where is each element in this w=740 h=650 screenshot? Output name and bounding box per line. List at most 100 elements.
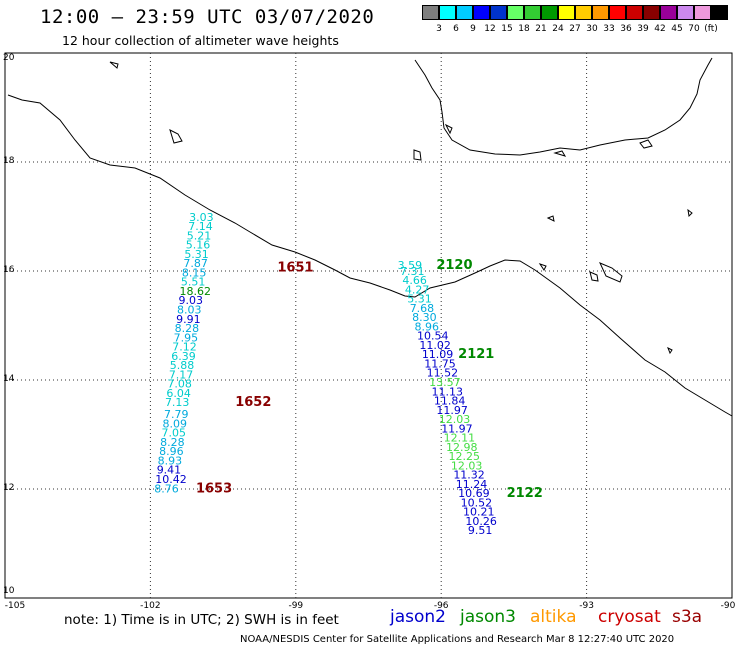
scale-swatch (541, 5, 558, 20)
scale-swatch (626, 5, 643, 20)
island (109, 61, 119, 69)
scale-swatch (456, 5, 473, 20)
wave-height-value: 8.30 (412, 311, 437, 324)
island (599, 262, 623, 283)
wave-height-value: 12.03 (451, 459, 483, 472)
wave-height-value: 10.21 (463, 506, 495, 519)
scale-label: 9 (470, 24, 476, 34)
wave-height-value: 7.95 (174, 331, 199, 344)
scale-label: 18 (518, 24, 530, 34)
scale-swatch (694, 5, 711, 20)
island (589, 271, 599, 282)
wave-height-value: 7.68 (410, 302, 435, 315)
scale-swatch (643, 5, 660, 20)
wave-height-value: 5.31 (407, 293, 432, 306)
island (538, 263, 547, 271)
wave-height-value: 8.28 (175, 322, 200, 335)
longitude-label: -93 (579, 601, 594, 611)
page-title: 12:00 – 23:59 UTC 03/07/2020 (40, 6, 375, 28)
wave-height-value: 4.27 (405, 283, 430, 296)
scale-label: (ft) (704, 24, 718, 34)
wave-height-value: 7.79 (164, 408, 189, 421)
map-frame (4, 52, 733, 599)
wave-height-value: 8.96 (415, 320, 440, 333)
pass-time-label: 2122 (507, 486, 543, 501)
latitude-label: 18 (3, 156, 15, 166)
legend-jason3: jason3 (460, 607, 516, 627)
wave-height-value: 13.57 (429, 376, 461, 389)
scale-swatch (575, 5, 592, 20)
scale-label: 42 (654, 24, 666, 34)
scale-label: 33 (603, 24, 615, 34)
scale-swatch (711, 5, 728, 20)
mexico-pacific-coast (7, 94, 733, 417)
wave-height-value: 3.59 (398, 259, 423, 272)
pass-time-label: 1653 (196, 481, 232, 496)
scale-label: 70 (688, 24, 700, 34)
scale-swatch (592, 5, 609, 20)
coastline (7, 57, 733, 417)
wave-height-value: 11.52 (427, 367, 459, 380)
wave-height-value: 3.03 (189, 211, 214, 224)
scale-label: 12 (484, 24, 496, 34)
wave-height-value: 10.69 (458, 487, 490, 500)
scale-label: 6 (453, 24, 459, 34)
wave-height-value: 11.97 (441, 422, 473, 435)
gulf-of-mexico-coast (414, 57, 713, 156)
scale-label: 36 (620, 24, 632, 34)
wave-height-value: 5.21 (187, 229, 212, 242)
wave-height-value: 8.76 (154, 482, 179, 495)
page-subtitle: 12 hour collection of altimeter wave hei… (62, 33, 339, 48)
wave-height-value: 12.98 (446, 441, 478, 454)
island (546, 215, 555, 222)
longitude-label: -102 (140, 601, 161, 611)
wave-height-value: 7.31 (400, 265, 425, 278)
scale-label: 15 (501, 24, 513, 34)
island (639, 139, 653, 149)
legend-s3a: s3a (672, 607, 703, 627)
island (444, 123, 453, 135)
wave-height-value: 5.16 (186, 239, 211, 252)
scale-swatch (660, 5, 677, 20)
wave-height-value: 6.04 (166, 387, 191, 400)
latitude-label: 10 (3, 586, 15, 596)
wave-height-value: 5.31 (184, 248, 209, 261)
wave-height-value: 18.62 (179, 285, 211, 298)
island (169, 129, 183, 144)
island (687, 208, 693, 218)
wave-height-value: 9.03 (179, 294, 204, 307)
wave-height-value: 11.32 (453, 469, 485, 482)
longitude-label: -105 (4, 601, 26, 611)
wave-height-value: 8.09 (163, 417, 188, 430)
scale-label: 3 (436, 24, 442, 34)
wave-height-value: 12.11 (444, 432, 476, 445)
wave-height-value: 11.02 (419, 339, 451, 352)
scale-swatch (439, 5, 456, 20)
wave-height-value: 12.25 (448, 450, 480, 463)
wave-height-value: 7.13 (165, 396, 190, 409)
wave-height-value: 7.05 (162, 427, 187, 440)
longitude-label: -90 (720, 601, 736, 611)
wave-height-value: 11.24 (456, 478, 488, 491)
credit-text: NOAA/NESDIS Center for Satellite Applica… (240, 634, 675, 645)
scale-swatch (609, 5, 626, 20)
wave-height-value: 9.41 (157, 464, 182, 477)
latitude-label: 20 (3, 53, 15, 63)
latitude-label: 14 (3, 374, 15, 384)
wave-height-value: 5.88 (170, 359, 195, 372)
scale-swatch (524, 5, 541, 20)
wave-height-value: 10.52 (461, 496, 493, 509)
latitude-label: 16 (3, 265, 15, 275)
scale-swatch (507, 5, 524, 20)
wave-height-value: 10.42 (155, 473, 187, 486)
wave-height-value: 11.13 (432, 385, 464, 398)
pass-time-label: 2120 (436, 258, 472, 273)
wave-height-value: 9.51 (468, 524, 493, 537)
wave-height-value: 12.03 (439, 413, 471, 426)
legend-altika: altika (530, 607, 577, 627)
scale-label: 45 (671, 24, 683, 34)
scale-swatch (677, 5, 694, 20)
island (413, 149, 422, 161)
scale-swatch (558, 5, 575, 20)
island (667, 346, 673, 355)
